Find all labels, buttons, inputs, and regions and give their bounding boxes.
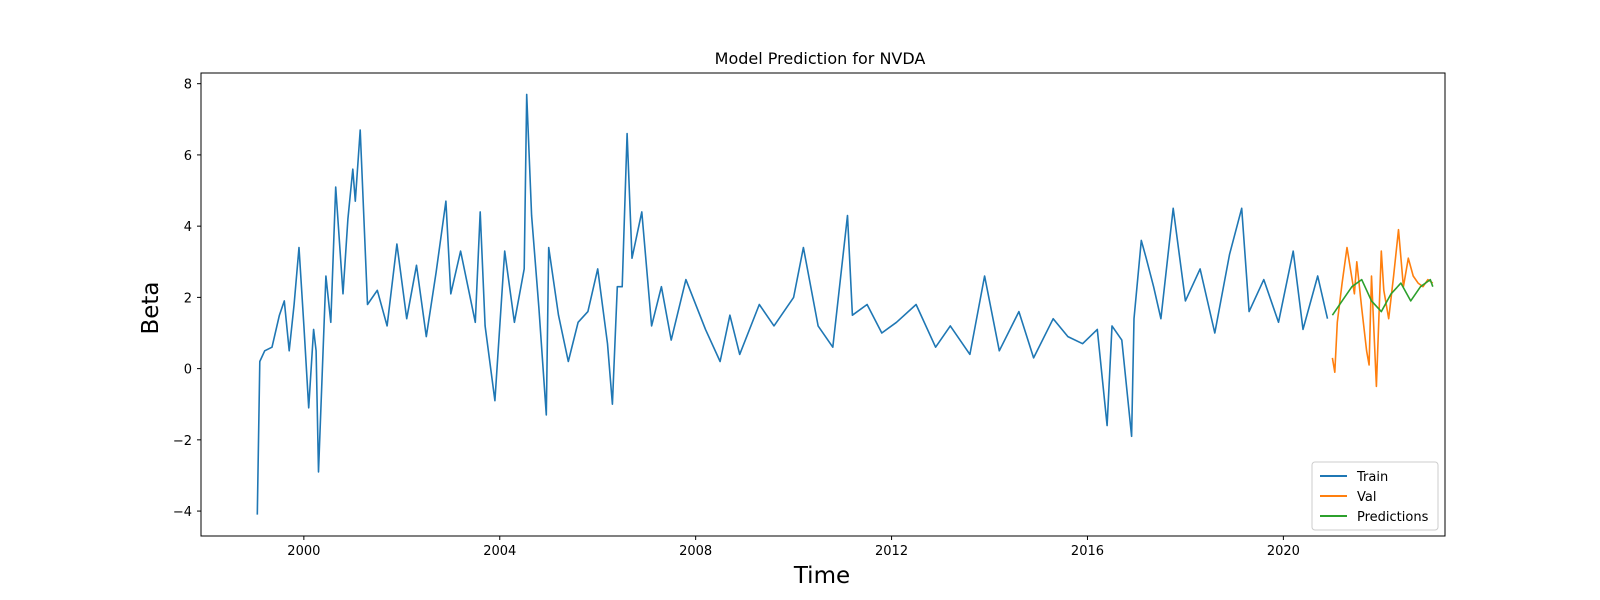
plot-frame <box>200 72 1446 537</box>
x-tick-label: 2004 <box>483 544 516 559</box>
x-tick-label: 2012 <box>875 544 908 559</box>
plot-area <box>256 93 1434 515</box>
y-tick-label: 0 <box>184 363 192 378</box>
legend-label-train: Train <box>1356 470 1388 485</box>
y-tick-label: −2 <box>173 434 192 449</box>
y-tick-label: 4 <box>184 220 192 235</box>
y-tick-label: 8 <box>184 78 192 93</box>
x-tick-label: 2016 <box>1071 544 1104 559</box>
series-line-train <box>256 93 1329 515</box>
legend-box <box>1311 461 1439 531</box>
x-axis: 2000 2004 2008 2012 2016 2020 <box>287 536 1300 559</box>
y-tick-label: 2 <box>184 291 192 306</box>
legend: Train Val Predictions <box>1311 461 1439 531</box>
y-tick-label: 6 <box>184 149 192 164</box>
y-axis: −4 −2 0 2 4 6 8 <box>173 78 201 520</box>
y-axis-label: Beta <box>138 281 164 334</box>
x-axis-label: Time <box>793 563 850 589</box>
x-tick-label: 2000 <box>287 544 320 559</box>
y-tick-label: −4 <box>173 505 192 520</box>
chart-title: Model Prediction for NVDA <box>715 49 926 68</box>
series-line-predictions <box>1331 278 1434 316</box>
x-tick-label: 2020 <box>1267 544 1300 559</box>
x-tick-label: 2008 <box>679 544 712 559</box>
legend-label-val: Val <box>1357 490 1376 505</box>
series-line-val <box>1331 228 1434 388</box>
legend-label-predictions: Predictions <box>1357 510 1429 525</box>
